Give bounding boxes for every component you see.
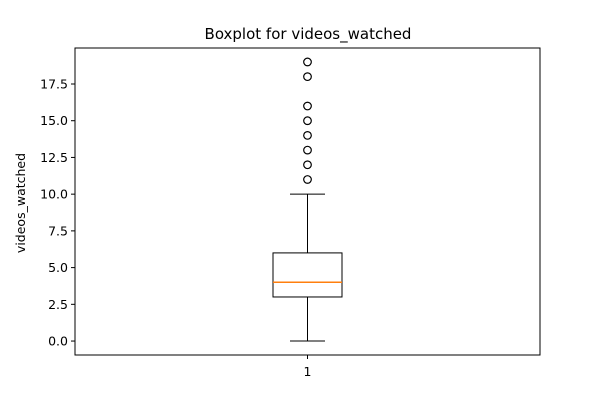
y-tick-label: 15.0	[40, 113, 68, 128]
y-tick-label: 12.5	[40, 150, 68, 165]
outlier-point	[303, 145, 312, 155]
chart-title: Boxplot for videos_watched	[205, 25, 412, 44]
boxplot-series	[272, 57, 343, 342]
interquartile-box	[272, 252, 343, 298]
y-tick-label: 0.0	[48, 334, 68, 349]
y-tick-label: 5.0	[48, 260, 68, 275]
plot-area-frame	[74, 47, 541, 356]
y-tick-label: 7.5	[48, 223, 68, 238]
y-tick-label: 17.5	[40, 76, 68, 91]
y-tick-label: 2.5	[48, 297, 68, 312]
x-axis-ticks: 1	[304, 355, 312, 379]
outlier-point	[303, 101, 312, 111]
y-axis-label: videos_watched	[13, 153, 28, 253]
y-tick-label: 10.0	[40, 187, 68, 202]
outlier-point	[303, 160, 312, 170]
outlier-point	[303, 175, 312, 184]
outlier-point	[303, 130, 312, 140]
outlier-point	[303, 116, 312, 126]
outlier-point	[303, 72, 312, 82]
outlier-point	[303, 57, 312, 67]
x-tick-label: 1	[304, 364, 312, 379]
y-axis-ticks: 0.0 2.5 5.0 7.5 10.0 12.5 15.0 17.5	[40, 76, 75, 349]
